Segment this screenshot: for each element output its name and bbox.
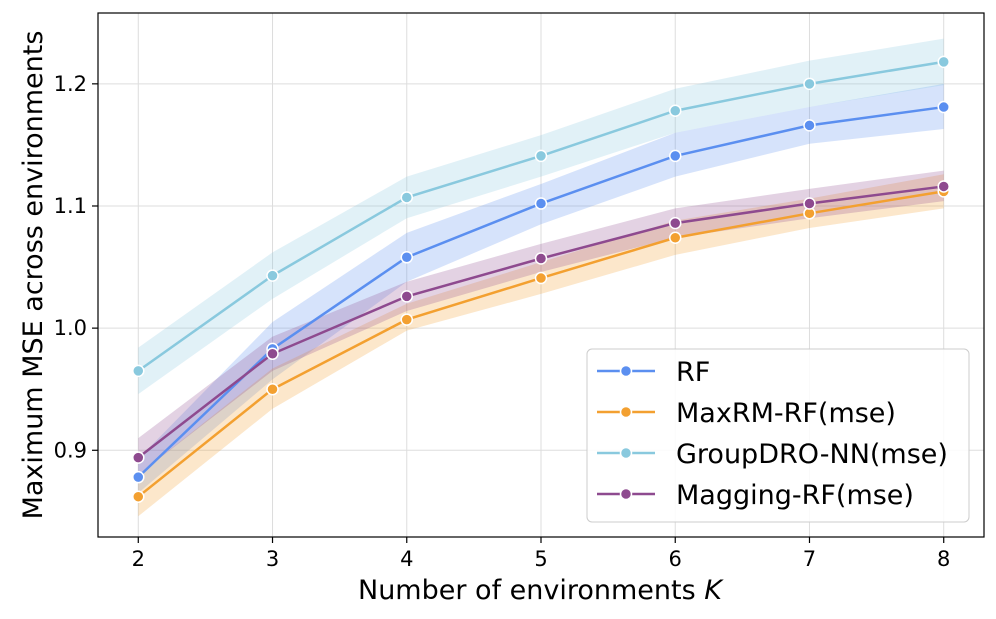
groupdro-nn-mse-point bbox=[534, 149, 548, 163]
x-tick-label: 2 bbox=[132, 547, 145, 571]
groupdro-nn-mse-legend-marker bbox=[619, 446, 633, 460]
rf-point bbox=[803, 119, 816, 132]
magging-rf-mse-point bbox=[266, 347, 279, 361]
x-tick-label: 8 bbox=[937, 547, 950, 571]
x-tick-label: 3 bbox=[266, 547, 279, 571]
x-axis-label-text: Number of environments bbox=[358, 575, 696, 606]
legend-entries: RF MaxRM-RF(mse) GroupDRO-NN(mse) Magging-R… bbox=[597, 357, 948, 511]
x-tick-label: 4 bbox=[400, 547, 413, 571]
magging-rf-mse-legend-label: Magging-RF(mse) bbox=[676, 480, 914, 511]
rf-point bbox=[132, 470, 145, 484]
magging-rf-mse-point bbox=[132, 451, 145, 464]
x-tick-label: 7 bbox=[803, 547, 816, 571]
maxrm-rf-mse-point bbox=[668, 231, 682, 244]
groupdro-nn-mse-legend-label: GroupDRO-NN(mse) bbox=[676, 439, 948, 470]
maxrm-rf-mse-band bbox=[138, 174, 944, 517]
y-tick-label: 0.9 bbox=[54, 438, 87, 462]
groupdro-nn-mse-point bbox=[132, 364, 145, 378]
magging-rf-mse-point bbox=[803, 197, 816, 210]
groupdro-nn-mse-point bbox=[400, 191, 414, 204]
magging-rf-mse-point bbox=[668, 216, 682, 230]
legend: RF MaxRM-RF(mse) GroupDRO-NN(mse) Magging-R… bbox=[586, 348, 970, 523]
groupdro-nn-mse-point bbox=[937, 55, 950, 69]
rf-point bbox=[937, 100, 950, 114]
x-tick-label: 5 bbox=[534, 547, 547, 571]
maxrm-rf-mse-point bbox=[132, 490, 145, 503]
y-axis-ticks: 0.9 1.0 1.1 1.2 bbox=[54, 72, 98, 462]
maxrm-rf-mse-legend-marker bbox=[619, 405, 633, 419]
y-tick-label: 1.1 bbox=[54, 194, 87, 218]
maxrm-rf-mse-point bbox=[534, 271, 548, 285]
maxrm-rf-mse-legend-label: MaxRM-RF(mse) bbox=[676, 398, 896, 429]
rf-band bbox=[138, 83, 944, 494]
magging-rf-mse-point bbox=[937, 180, 950, 193]
rf-legend-marker bbox=[619, 364, 633, 378]
x-tick-label: 6 bbox=[669, 547, 682, 571]
groupdro-nn-mse-point bbox=[266, 269, 279, 282]
x-axis-ticks: 2 3 4 5 6 7 8 bbox=[132, 537, 950, 571]
legend-box bbox=[586, 348, 970, 523]
x-axis-label: Number of environments K bbox=[358, 575, 724, 606]
maxrm-rf-mse-point bbox=[400, 313, 414, 326]
rf-point bbox=[400, 251, 414, 264]
y-tick-label: 1.0 bbox=[54, 316, 87, 340]
groupdro-nn-mse-point bbox=[803, 77, 816, 91]
maxrm-rf-mse-point bbox=[266, 382, 279, 396]
y-tick-label: 1.2 bbox=[54, 72, 87, 96]
x-axis-label-symbol: K bbox=[704, 575, 724, 606]
y-axis-label: Maximum MSE across environments bbox=[18, 31, 49, 520]
magging-rf-mse-band bbox=[138, 170, 944, 475]
grid-lines bbox=[98, 13, 984, 537]
rf-legend-label: RF bbox=[676, 357, 710, 388]
magging-rf-mse-point bbox=[534, 252, 548, 265]
rf-point bbox=[668, 149, 682, 163]
groupdro-nn-mse-point bbox=[668, 104, 682, 117]
rf-point bbox=[534, 197, 548, 210]
magging-rf-mse-legend-marker bbox=[619, 487, 633, 501]
series-markers bbox=[132, 55, 950, 503]
magging-rf-mse-point bbox=[400, 290, 414, 303]
